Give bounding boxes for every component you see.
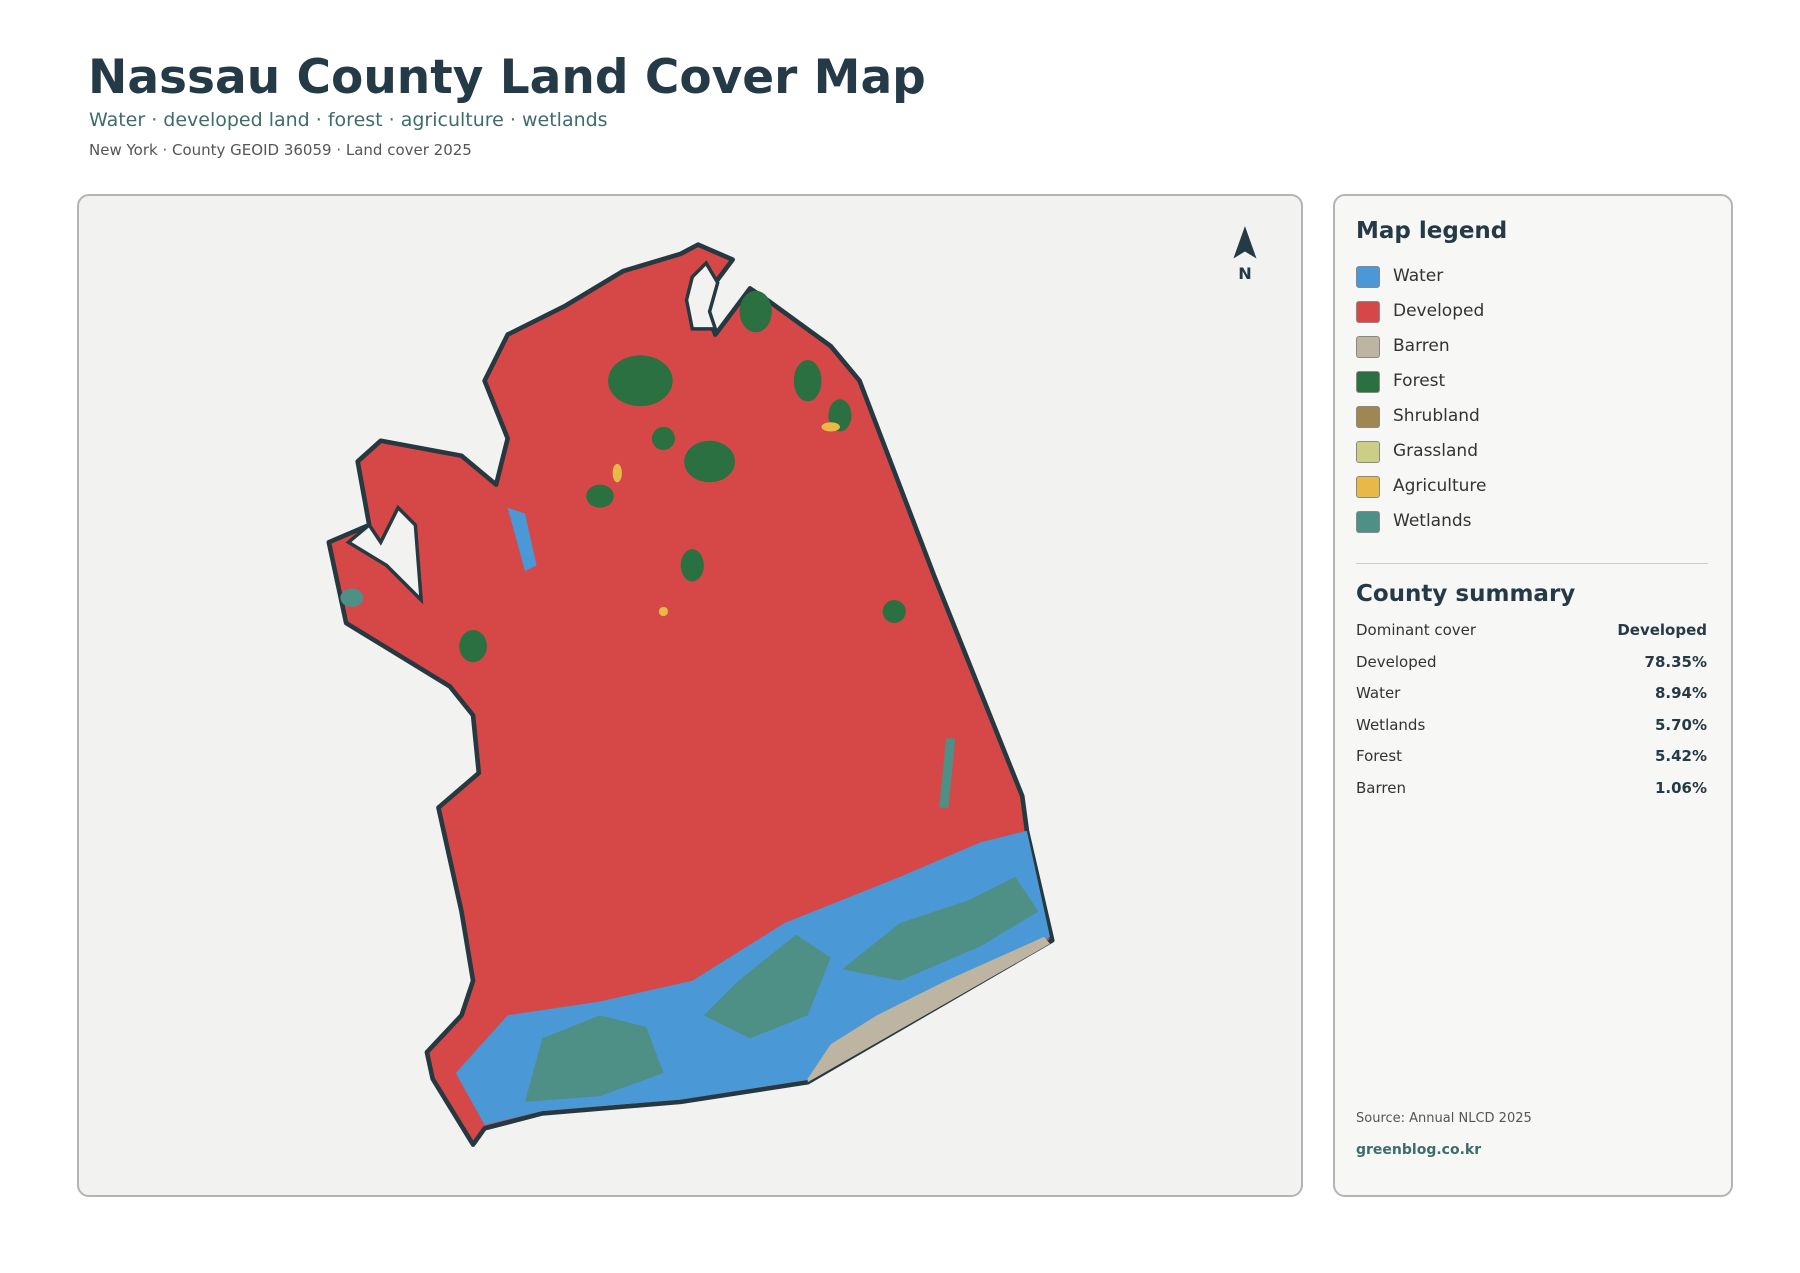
summary-value: Developed xyxy=(1617,621,1707,639)
summary-title: County summary xyxy=(1356,581,1576,607)
map: N xyxy=(326,226,1257,1147)
barren-beach xyxy=(807,936,1050,1083)
summary-label: Barren xyxy=(1356,778,1406,797)
wetland-patches xyxy=(340,588,1039,1102)
legend-label: Developed xyxy=(1393,301,1485,321)
legend-label: Forest xyxy=(1393,371,1446,391)
bay xyxy=(345,504,424,605)
legend-panel: Map legend Water Developed Barren Forest Shr… xyxy=(1333,194,1733,1197)
source: Source: Annual NLCD 2025 xyxy=(1356,1111,1532,1126)
legend-swatch xyxy=(1356,301,1380,323)
legend-swatch xyxy=(1356,266,1380,288)
harbor xyxy=(684,260,720,331)
legend-swatch xyxy=(1356,336,1380,358)
summary-value: 8.94% xyxy=(1654,684,1707,702)
forest-patches xyxy=(459,290,906,663)
summary-label: Water xyxy=(1356,684,1401,702)
title: Nassau County Land Cover Map xyxy=(88,50,926,105)
summary-value: 78.35% xyxy=(1644,652,1707,671)
summary-label: Wetlands xyxy=(1356,715,1426,734)
legend-label: Wetlands xyxy=(1393,511,1472,531)
legend-swatch xyxy=(1356,371,1380,393)
divider xyxy=(1356,563,1708,564)
summary-label: Developed xyxy=(1356,652,1437,671)
meta: New York · County GEOID 36059 · Land cov… xyxy=(89,141,472,159)
legend-swatch xyxy=(1356,406,1380,428)
summary-label: Forest xyxy=(1356,747,1403,765)
summary-value: 5.70% xyxy=(1654,715,1707,734)
legend-label: Barren xyxy=(1393,336,1450,356)
agriculture-patches xyxy=(612,422,840,617)
legend-label: Agriculture xyxy=(1393,476,1487,496)
legend-swatch xyxy=(1356,476,1380,498)
legend-title: Map legend xyxy=(1356,218,1508,244)
site: greenblog.co.kr xyxy=(1356,1142,1482,1158)
summary-label: Dominant cover xyxy=(1356,621,1477,639)
legend-swatch xyxy=(1356,511,1380,533)
summary-value: 1.06% xyxy=(1654,778,1707,797)
summary-value: 5.42% xyxy=(1654,747,1707,765)
legend-swatch xyxy=(1356,441,1380,463)
legend-label: Grassland xyxy=(1393,441,1478,461)
legend-label: Water xyxy=(1393,266,1444,286)
legend-label: Shrubland xyxy=(1393,406,1480,426)
map-panel: N xyxy=(77,194,1303,1197)
subtitle: Water · developed land · forest · agricu… xyxy=(89,109,608,131)
north-arrow xyxy=(1233,226,1257,259)
north-label: N xyxy=(1238,264,1252,283)
water-west xyxy=(507,507,537,572)
